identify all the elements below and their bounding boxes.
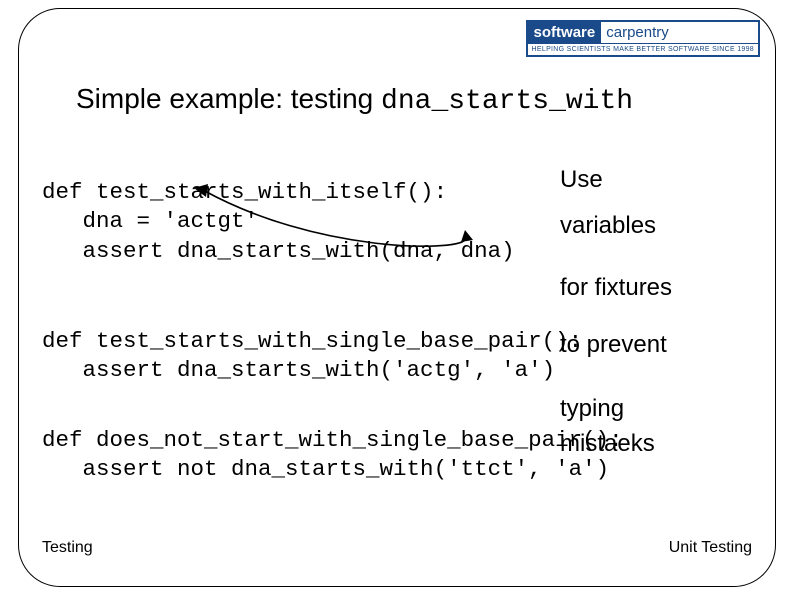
code3-line1: def does_not_start_with_single_base_pair… xyxy=(42,427,623,453)
logo-left-word: software xyxy=(528,22,602,43)
title-code: dna_starts_with xyxy=(381,86,633,117)
title-prefix: Simple example: testing xyxy=(76,83,381,114)
footer-left: Testing xyxy=(42,539,93,557)
logo-badge: software carpentry HELPING SCIENTISTS MA… xyxy=(526,20,760,57)
logo-subtitle: HELPING SCIENTISTS MAKE BETTER SOFTWARE … xyxy=(528,43,758,55)
code2-line2: assert dna_starts_with('actg', 'a') xyxy=(42,357,555,383)
logo-top-row: software carpentry xyxy=(528,22,758,43)
code2-line1: def test_starts_with_single_base_pair(): xyxy=(42,328,582,354)
side-text-2: variables xyxy=(560,210,656,242)
logo-right-word: carpentry xyxy=(601,22,675,43)
code1-line1: def test_starts_with_itself(): xyxy=(42,179,447,205)
side-text-1: Use xyxy=(560,164,603,196)
side-text-5: typing xyxy=(560,393,624,425)
code1-line2: dna = 'actgt' xyxy=(42,208,258,234)
footer-right: Unit Testing xyxy=(669,539,752,557)
code3-line2: assert not dna_starts_with('ttct', 'a') xyxy=(42,456,609,482)
slide-title: Simple example: testing dna_starts_with xyxy=(76,83,633,117)
side-text-6: mistaeks xyxy=(560,428,655,460)
code-block-1: def test_starts_with_itself(): dna = 'ac… xyxy=(42,148,515,267)
side-text-3: for fixtures xyxy=(560,272,672,304)
code-block-2: def test_starts_with_single_base_pair():… xyxy=(42,297,582,386)
side-text-4: to prevent xyxy=(560,329,667,361)
code1-line3: assert dna_starts_with(dna, dna) xyxy=(42,238,515,264)
code-block-3: def does_not_start_with_single_base_pair… xyxy=(42,396,623,485)
